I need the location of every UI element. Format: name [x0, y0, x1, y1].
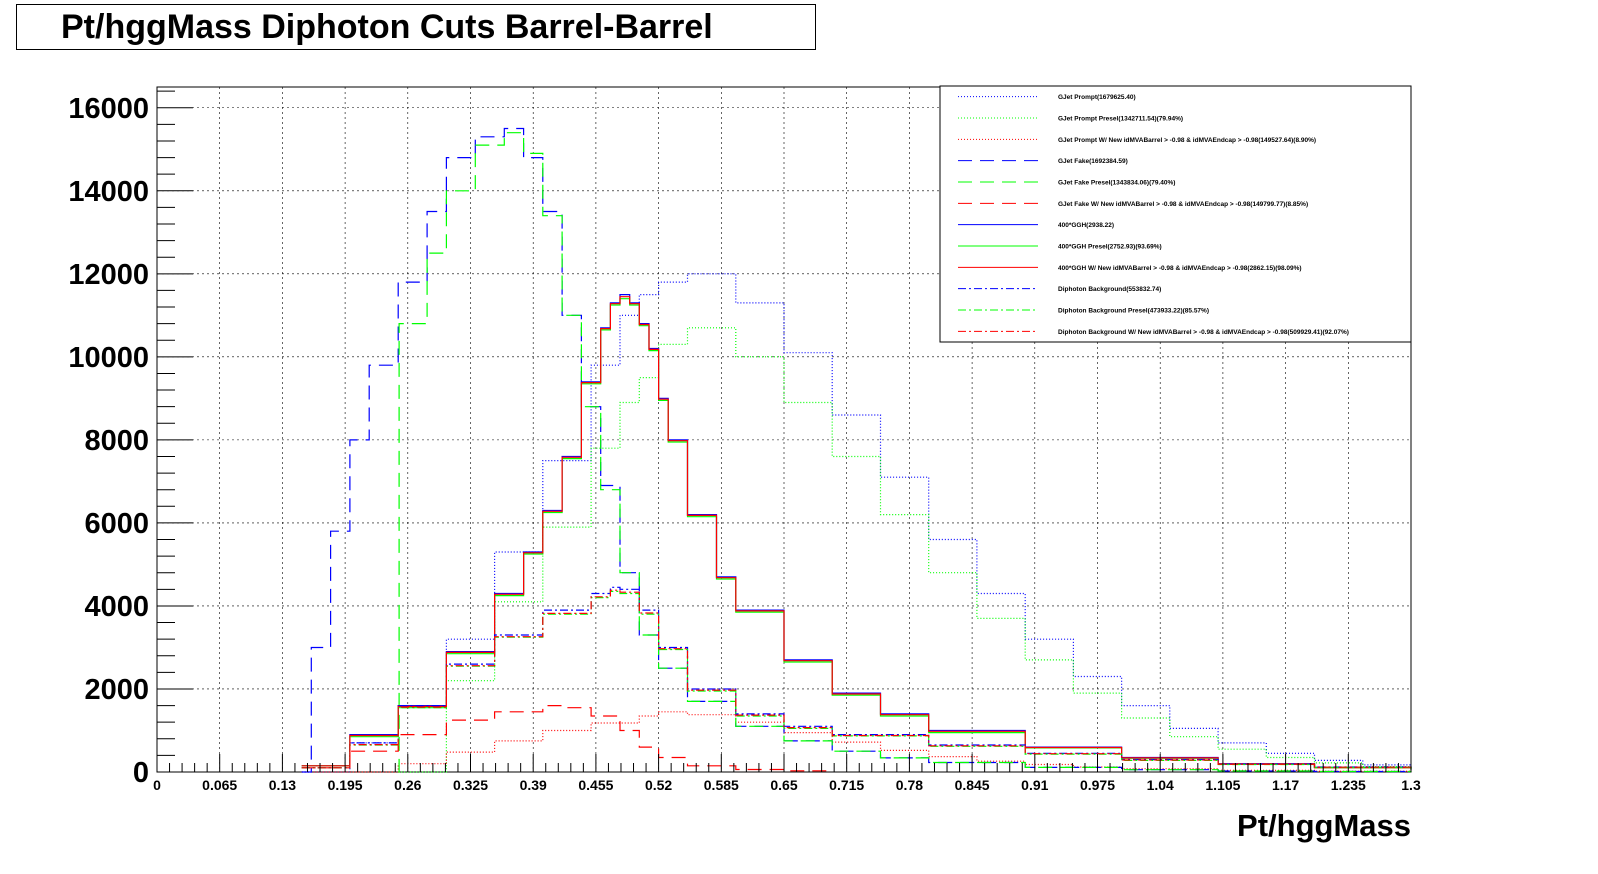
series-line-4	[398, 132, 1412, 773]
x-tick-label: 0.13	[269, 777, 296, 793]
legend: GJet Prompt(1679625.40) GJet Prompt Prese…	[939, 85, 1412, 343]
x-tick-label: 0.65	[770, 777, 797, 793]
x-tick-label: 0	[153, 777, 161, 793]
series-line-11	[301, 589, 1412, 769]
x-tick-label: 0.26	[394, 777, 421, 793]
x-tick-label: 0.325	[453, 777, 488, 793]
x-tick-label: 1.04	[1147, 777, 1174, 793]
x-tick-label: 0.065	[202, 777, 237, 793]
y-tick-label: 6000	[84, 508, 149, 540]
x-tick-label: 0.975	[1080, 777, 1115, 793]
y-tick-label: 2000	[84, 674, 149, 706]
legend-entry: 400*GGH W/ New idMVABarrel > -0.98 & idM…	[1058, 265, 1302, 272]
legend-entry: GJet Fake Presel(1343834.06)(79.40%)	[1058, 180, 1175, 187]
x-tick-label: 0.455	[578, 777, 613, 793]
legend-box	[939, 85, 1412, 343]
y-tick-label: 8000	[84, 425, 149, 457]
x-tick-label: 1.235	[1331, 777, 1366, 793]
x-tick-label: 0.39	[520, 777, 547, 793]
legend-entry: Diphoton Background(553832.74)	[1058, 286, 1161, 293]
series-line-1	[398, 327, 1412, 773]
y-tick-label: 10000	[68, 342, 149, 374]
series-line-6	[301, 294, 1412, 770]
series-line-8	[301, 296, 1412, 770]
series-line-9	[301, 586, 1412, 769]
chart-title: Pt/hggMass Diphoton Cuts Barrel-Barrel	[61, 8, 713, 46]
series-line-5	[301, 705, 833, 772]
y-tick-label: 12000	[68, 259, 149, 291]
legend-entry: GJet Prompt Presel(1342711.54)(79.94%)	[1058, 116, 1183, 123]
y-tick-label: 14000	[68, 176, 149, 208]
x-tick-label: 0.91	[1021, 777, 1048, 793]
y-tick-label: 0	[133, 757, 149, 789]
y-tick-label: 4000	[84, 591, 149, 623]
legend-entry: GJet Prompt(1679625.40)	[1058, 94, 1136, 101]
x-tick-label: 0.52	[645, 777, 672, 793]
series-line-2	[301, 711, 1412, 773]
x-tick-label: 0.195	[328, 777, 363, 793]
legend-entry: Diphoton Background W/ New idMVABarrel >…	[1058, 329, 1349, 336]
x-tick-label: 0.715	[829, 777, 864, 793]
x-tick-label: 0.78	[896, 777, 923, 793]
x-tick-label: 1.105	[1205, 777, 1240, 793]
x-tick-label: 1.17	[1272, 777, 1299, 793]
legend-entry: 400*GGH Presel(2752.93)(93.69%)	[1058, 244, 1162, 251]
legend-entry: 400*GGH(2938.22)	[1058, 222, 1114, 229]
y-tick-label: 16000	[68, 93, 149, 125]
legend-entry: GJet Fake(1692384.59)	[1058, 158, 1128, 165]
series-layer	[301, 127, 1412, 773]
x-tick-label: 0.585	[704, 777, 739, 793]
legend-entry: GJet Fake W/ New idMVABarrel > -0.98 & i…	[1058, 201, 1308, 208]
title-box: Pt/hggMass Diphoton Cuts Barrel-Barrel	[16, 4, 816, 50]
x-axis-label: Pt/hggMass	[1237, 808, 1411, 843]
series-line-7	[301, 298, 1412, 770]
legend-entry: Diphoton Background Presel(473933.22)(85…	[1058, 308, 1209, 315]
legend-entry: GJet Prompt W/ New idMVABarrel > -0.98 &…	[1058, 137, 1316, 144]
x-tick-label: 1.3	[1401, 777, 1421, 793]
axis-layer: 0 2000 4000 6000 8000 10000 12000 14000 16000 0 0.…	[68, 90, 1421, 793]
x-tick-label: 0.845	[955, 777, 990, 793]
